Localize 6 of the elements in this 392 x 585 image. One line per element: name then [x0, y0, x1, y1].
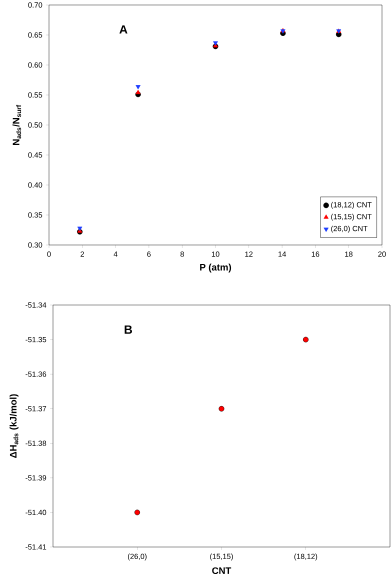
x-axis-title: CNT	[212, 567, 232, 574]
y-axis-title: N$_{ads}$/N$_{surf}$	[12, 104, 22, 145]
x-axis-title: P (atm)	[200, 264, 232, 272]
annotation: B	[124, 325, 132, 334]
annotation: A	[119, 25, 128, 34]
y-axis-title: ΔH$_{ads}$ (kJ/mol)	[10, 394, 18, 458]
